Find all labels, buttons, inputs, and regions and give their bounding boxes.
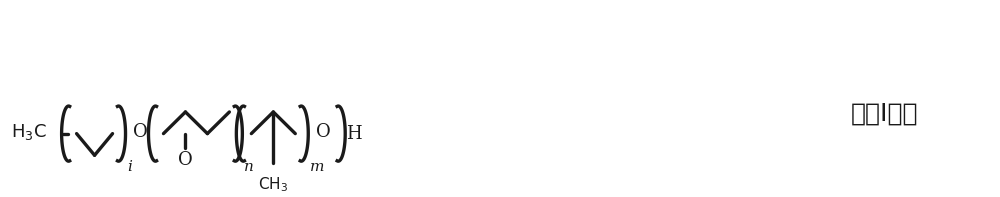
Text: O: O (178, 151, 193, 169)
Text: m: m (310, 160, 325, 174)
Text: H: H (346, 125, 362, 143)
Text: $\mathrm{H_3C}$: $\mathrm{H_3C}$ (11, 122, 46, 142)
Text: 式（I）；: 式（I）； (851, 101, 918, 125)
Text: i: i (128, 160, 132, 174)
Text: $\mathrm{CH_3}$: $\mathrm{CH_3}$ (258, 176, 288, 194)
Text: O: O (316, 123, 331, 141)
Text: n: n (244, 160, 254, 174)
Text: O: O (133, 123, 148, 141)
